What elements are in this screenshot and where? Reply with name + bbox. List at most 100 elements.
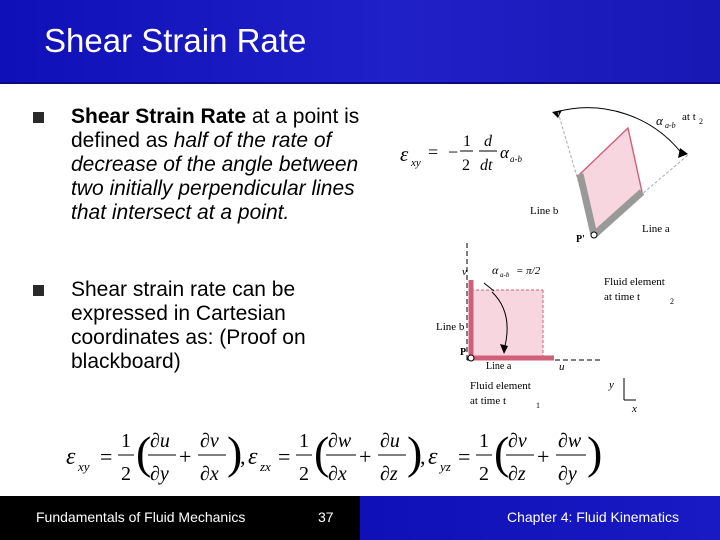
- eq-e: ε: [248, 444, 258, 470]
- eq-top-num2: d: [484, 133, 493, 150]
- eq-top-equals: =: [428, 142, 438, 162]
- eq-top-num1: 1: [463, 133, 471, 150]
- eq-half-den: 2: [121, 463, 131, 485]
- fig-bottom-fluid-t2-b: at time t: [604, 291, 640, 303]
- eq-paren-left: (: [494, 427, 509, 478]
- eq-equals: =: [278, 444, 290, 469]
- eq-equals: =: [100, 444, 112, 469]
- eq-du: ∂u: [150, 430, 170, 452]
- figure-top-deformed-element: α a-b at t 2 Line b Line a P': [530, 107, 703, 245]
- footer-course-title: Fundamentals of Fluid Mechanics: [36, 509, 246, 525]
- eq-dz: ∂z: [508, 463, 526, 485]
- figure-bottom-elements: v u α a-b = π/2 Line b P Line a Fluid el…: [436, 243, 674, 415]
- angle-arc: [555, 107, 684, 156]
- fig-bottom-axis-y: y: [608, 379, 614, 391]
- fig-bottom-fluid-t1-b: at time t: [470, 395, 506, 407]
- eq-comma: ,: [240, 444, 246, 469]
- footer-left-panel: Fundamentals of Fluid Mechanics 37: [0, 496, 360, 540]
- title-bar: Shear Strain Rate: [0, 0, 720, 84]
- eq-equals: =: [458, 444, 470, 469]
- eq-sub-xy: xy: [77, 459, 90, 474]
- eq-plus: +: [179, 444, 191, 469]
- eq-dz: ∂z: [380, 463, 398, 485]
- equation-bottom: ε xy = 1 2 ( ∂u ∂y + ∂v ∂x ) , ε zx = 1 …: [66, 427, 602, 485]
- footer-right-panel: Chapter 4: Fluid Kinematics: [360, 496, 720, 540]
- eq-half-num: 1: [121, 430, 131, 452]
- eq-top-lhs: ε: [400, 142, 409, 166]
- fig-bottom-fluid-t2: Fluid element: [604, 276, 665, 288]
- fig-top-t-sub: 2: [699, 117, 703, 126]
- fig-bottom-line-b: Line b: [436, 321, 465, 333]
- fig-top-point: P': [576, 234, 585, 245]
- bullet-1-text: Shear Strain Rate at a point is defined …: [71, 105, 386, 225]
- fig-top-at: at t: [682, 111, 696, 123]
- fig-bottom-alpha-value: = π/2: [516, 265, 541, 277]
- eq-top-lhs-sub: xy: [410, 157, 421, 169]
- fig-bottom-t1-sub: 1: [536, 401, 540, 410]
- eq-e: ε: [66, 444, 76, 470]
- bullet-1-bold: Shear Strain Rate: [71, 105, 247, 128]
- bullet-2-text: Shear strain rate can be expressed in Ca…: [71, 278, 306, 373]
- line-b-segment: [576, 173, 598, 236]
- eq-paren-right: ): [227, 427, 242, 478]
- fig-bottom-alpha: α: [492, 263, 499, 277]
- eq-dy: ∂y: [150, 463, 169, 485]
- eq-e: ε: [428, 444, 438, 470]
- fig-top-line-b: Line b: [530, 205, 559, 217]
- eq-dw: ∂w: [328, 430, 352, 452]
- point-p: [467, 354, 475, 362]
- eq-du: ∂u: [380, 430, 400, 452]
- footer-page-number: 37: [318, 509, 334, 525]
- eq-top-minus: −: [448, 142, 458, 162]
- arc-arrowhead-left-icon: [552, 110, 562, 118]
- fig-top-alpha: α: [656, 113, 664, 128]
- leader-arrowhead-icon: [500, 344, 508, 354]
- eq-plus: +: [537, 444, 549, 469]
- eq-paren-right: ): [587, 427, 602, 478]
- eq-paren-left: (: [136, 427, 151, 478]
- fig-bottom-u: u: [559, 361, 565, 373]
- angle-leader: [491, 291, 508, 351]
- eq-half-num: 1: [479, 430, 489, 452]
- footer: Fundamentals of Fluid Mechanics 37 Chapt…: [0, 496, 720, 540]
- fig-bottom-line-a: Line a: [486, 361, 512, 372]
- point-p-prime: [590, 231, 598, 239]
- eq-sub-yz: yz: [438, 459, 451, 474]
- fig-bottom-alpha-sub: a-b: [500, 271, 510, 279]
- bullet-1-italic: half of the rate of decrease of the angl…: [71, 129, 359, 224]
- eq-dv: ∂v: [508, 430, 527, 452]
- eq-dw: ∂w: [558, 430, 582, 452]
- fig-top-alpha-sub: a-b: [665, 121, 676, 130]
- eq-paren-right: ): [407, 427, 422, 478]
- fig-bottom-axis-x: x: [631, 403, 637, 415]
- eq-top-den1: 2: [462, 157, 470, 174]
- footer-chapter: Chapter 4: Fluid Kinematics: [507, 509, 679, 525]
- bullet-1: Shear Strain Rate at a point is defined …: [33, 105, 386, 225]
- fig-bottom-v: v: [462, 266, 467, 278]
- eq-dy: ∂y: [558, 463, 577, 485]
- fig-bottom-fluid-t1: Fluid element: [470, 380, 531, 392]
- bullet-2: Shear strain rate can be expressed in Ca…: [33, 278, 386, 374]
- eq-half-den: 2: [479, 463, 489, 485]
- angle-pointer: [483, 282, 495, 292]
- eq-top-alpha-sub: a-b: [510, 154, 522, 164]
- slide-title: Shear Strain Rate: [44, 22, 307, 59]
- bullet-square-icon: [33, 285, 44, 296]
- eq-paren-left: (: [314, 427, 329, 478]
- fig-bottom-point: P: [460, 347, 466, 358]
- bullet-1-plain: at a point is defined as: [71, 105, 360, 152]
- eq-top-den2: dt: [480, 157, 493, 174]
- eq-dx: ∂x: [200, 463, 219, 485]
- eq-half-den: 2: [299, 463, 309, 485]
- arc-arrowhead-right-icon: [678, 148, 688, 158]
- eq-dx: ∂x: [328, 463, 347, 485]
- equation-top: ε xy = − 1 2 d dt α a-b: [400, 133, 522, 174]
- eq-dv: ∂v: [200, 430, 219, 452]
- eq-top-alpha: α: [500, 143, 510, 162]
- eq-comma: ,: [420, 444, 426, 469]
- line-a-segment: [591, 189, 645, 238]
- eq-sub-zx: zx: [259, 459, 271, 474]
- eq-half-num: 1: [299, 430, 309, 452]
- bullet-square-icon: [33, 112, 44, 123]
- eq-plus: +: [359, 444, 371, 469]
